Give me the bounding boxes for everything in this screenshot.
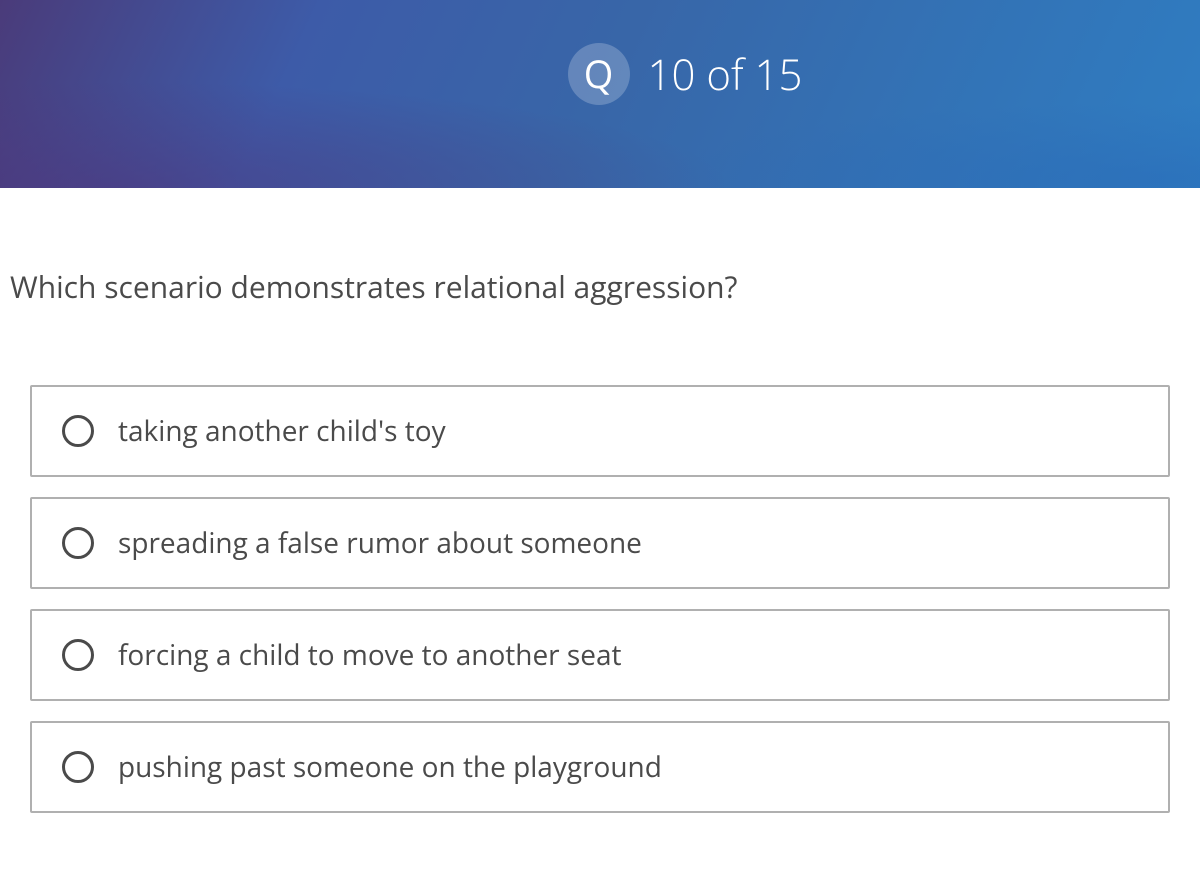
radio-icon (62, 639, 94, 671)
option-label: spreading a false rumor about someone (118, 524, 642, 562)
option-label: pushing past someone on the playground (118, 748, 662, 786)
option-3[interactable]: pushing past someone on the playground (30, 721, 1170, 813)
radio-icon (62, 415, 94, 447)
option-label: forcing a child to move to another seat (118, 636, 622, 674)
question-counter: 10 of 15 (648, 46, 803, 103)
option-2[interactable]: forcing a child to move to another seat (30, 609, 1170, 701)
question-indicator: Q 10 of 15 (568, 43, 803, 105)
option-1[interactable]: spreading a false rumor about someone (30, 497, 1170, 589)
radio-icon (62, 527, 94, 559)
question-badge: Q (568, 43, 630, 105)
radio-icon (62, 751, 94, 783)
option-0[interactable]: taking another child's toy (30, 385, 1170, 477)
options-list: taking another child's toy spreading a f… (10, 385, 1190, 813)
quiz-content: Which scenario demonstrates relational a… (0, 188, 1200, 813)
quiz-header: Q 10 of 15 (0, 0, 1200, 188)
question-badge-letter: Q (584, 48, 614, 100)
option-label: taking another child's toy (118, 412, 446, 450)
question-text: Which scenario demonstrates relational a… (10, 266, 1190, 307)
